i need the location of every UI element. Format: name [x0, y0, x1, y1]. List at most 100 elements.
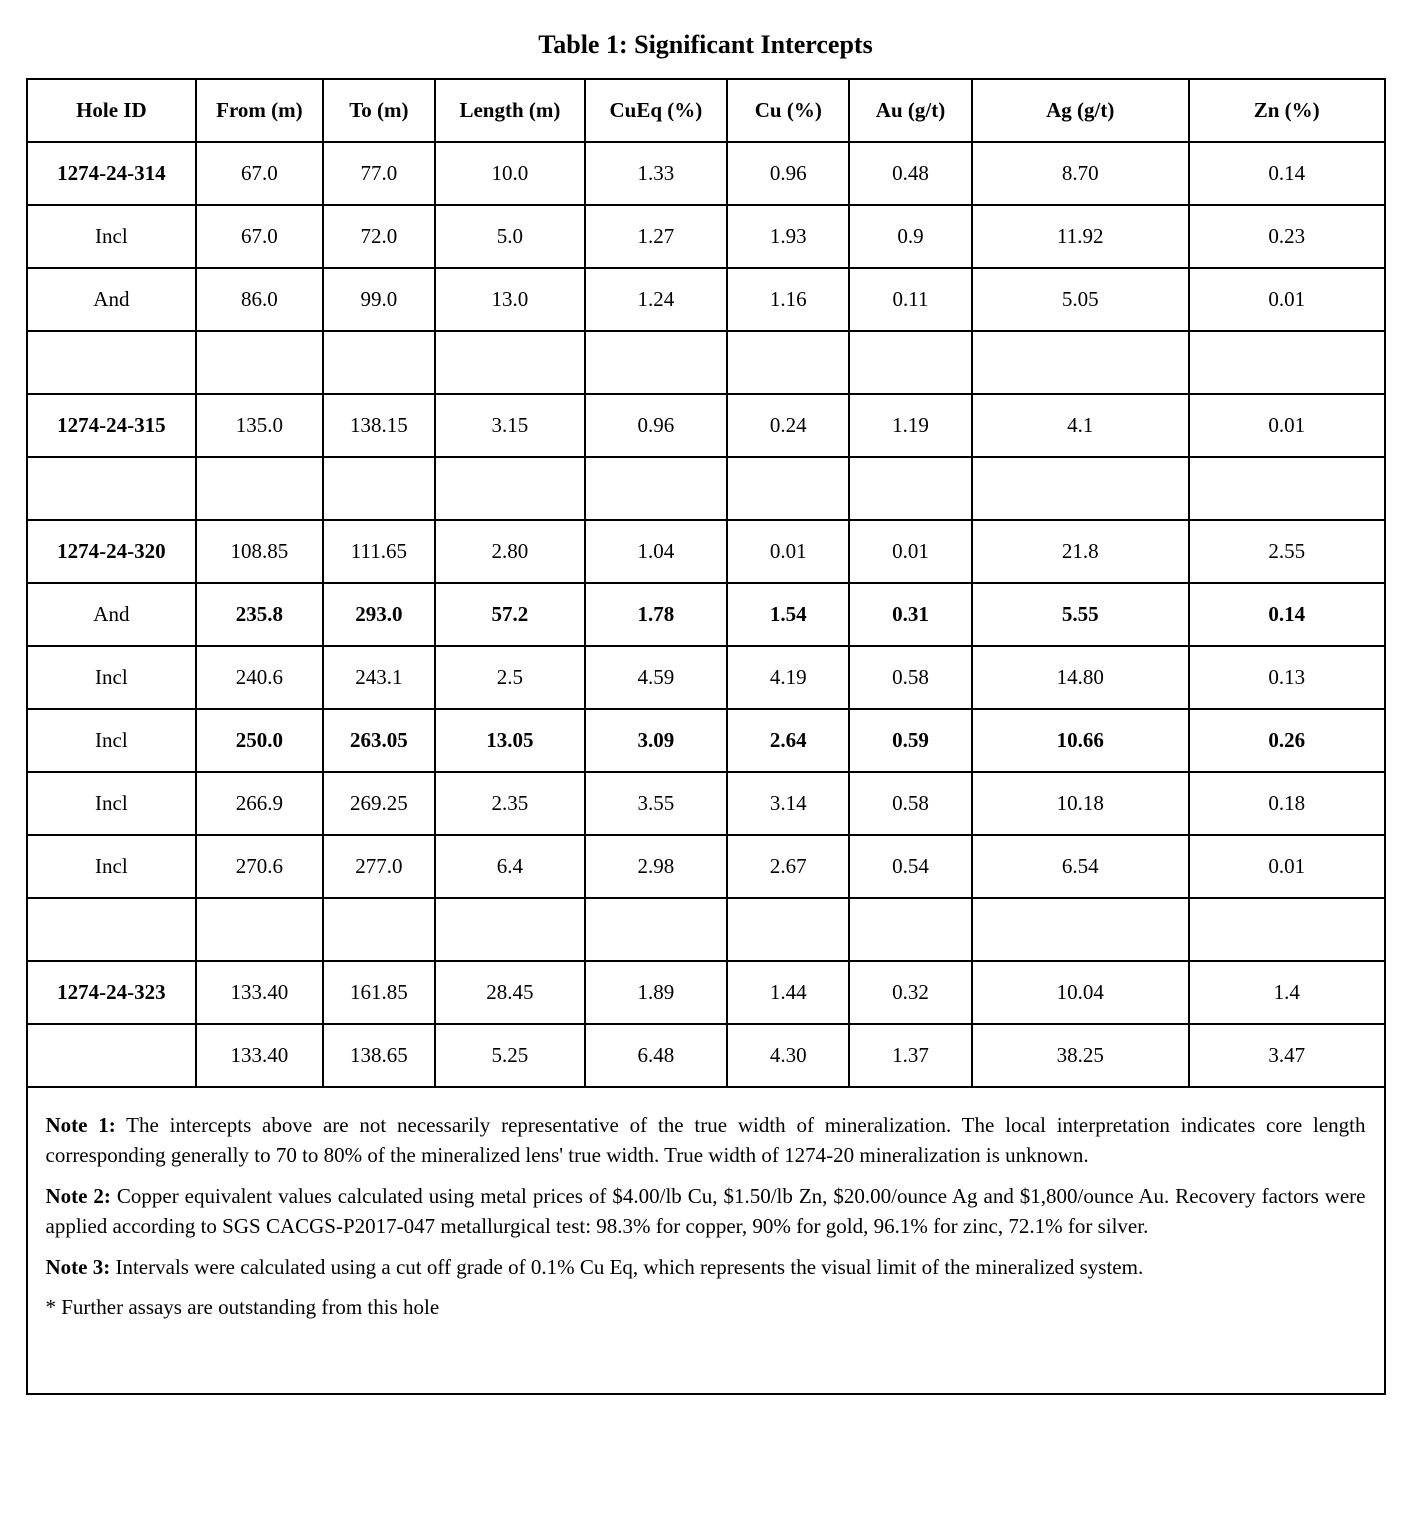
table-cell: Incl [27, 205, 197, 268]
table-cell [849, 898, 971, 961]
col-ag: Ag (g/t) [972, 79, 1189, 142]
table-cell: 0.01 [849, 520, 971, 583]
document-container: Table 1: Significant Intercepts Hole ID … [26, 30, 1386, 1395]
table-cell: 1.89 [585, 961, 728, 1024]
table-cell: 8.70 [972, 142, 1189, 205]
note-text: * Further assays are outstanding from th… [46, 1295, 440, 1319]
table-cell: 10.18 [972, 772, 1189, 835]
table-body: 1274-24-31467.077.010.01.330.960.488.700… [27, 142, 1385, 1087]
note-line: Note 3: Intervals were calculated using … [46, 1252, 1366, 1282]
note-text: Copper equivalent values calculated usin… [46, 1184, 1366, 1238]
table-cell: 1.93 [727, 205, 849, 268]
table-cell [196, 898, 322, 961]
table-cell [972, 898, 1189, 961]
table-cell: 0.32 [849, 961, 971, 1024]
table-row: 1274-24-315135.0138.153.150.960.241.194.… [27, 394, 1385, 457]
table-cell [1189, 898, 1385, 961]
table-row: And235.8293.057.21.781.540.315.550.14 [27, 583, 1385, 646]
table-cell: 293.0 [323, 583, 436, 646]
table-cell: 0.13 [1189, 646, 1385, 709]
table-cell: 2.55 [1189, 520, 1385, 583]
table-cell: 67.0 [196, 142, 322, 205]
table-cell [435, 898, 584, 961]
table-cell: 0.31 [849, 583, 971, 646]
table-cell: 1.27 [585, 205, 728, 268]
table-cell: 1.24 [585, 268, 728, 331]
note-line: Note 2: Copper equivalent values calcula… [46, 1181, 1366, 1242]
table-row: Incl250.0263.0513.053.092.640.5910.660.2… [27, 709, 1385, 772]
table-cell: 0.26 [1189, 709, 1385, 772]
table-cell: 0.96 [585, 394, 728, 457]
table-cell: 2.64 [727, 709, 849, 772]
table-cell: 277.0 [323, 835, 436, 898]
table-cell: 1.04 [585, 520, 728, 583]
table-row: Incl67.072.05.01.271.930.911.920.23 [27, 205, 1385, 268]
table-cell: 5.0 [435, 205, 584, 268]
table-cell [323, 457, 436, 520]
table-cell: 1.44 [727, 961, 849, 1024]
table-cell: 3.55 [585, 772, 728, 835]
table-cell: 3.47 [1189, 1024, 1385, 1087]
table-cell: 72.0 [323, 205, 436, 268]
table-cell [727, 331, 849, 394]
table-cell: 86.0 [196, 268, 322, 331]
table-row: 1274-24-323133.40161.8528.451.891.440.32… [27, 961, 1385, 1024]
table-cell: 4.59 [585, 646, 728, 709]
table-cell: 161.85 [323, 961, 436, 1024]
note-line: Note 1: The intercepts above are not nec… [46, 1110, 1366, 1171]
table-cell: 138.15 [323, 394, 436, 457]
table-row: And86.099.013.01.241.160.115.050.01 [27, 268, 1385, 331]
table-cell: 1.54 [727, 583, 849, 646]
table-cell: 1.37 [849, 1024, 971, 1087]
col-cu: Cu (%) [727, 79, 849, 142]
table-row: Incl240.6243.12.54.594.190.5814.800.13 [27, 646, 1385, 709]
table-row: Incl266.9269.252.353.553.140.5810.180.18 [27, 772, 1385, 835]
col-from: From (m) [196, 79, 322, 142]
table-cell: 1.33 [585, 142, 728, 205]
table-cell: 0.9 [849, 205, 971, 268]
table-cell [585, 331, 728, 394]
table-cell [323, 331, 436, 394]
table-cell: 1274-24-320 [27, 520, 197, 583]
note-text: Intervals were calculated using a cut of… [110, 1255, 1143, 1279]
table-cell: And [27, 583, 197, 646]
table-cell: 5.25 [435, 1024, 584, 1087]
table-cell: 235.8 [196, 583, 322, 646]
table-cell: 1.19 [849, 394, 971, 457]
table-cell: 0.23 [1189, 205, 1385, 268]
table-cell: Incl [27, 835, 197, 898]
table-cell: 14.80 [972, 646, 1189, 709]
table-cell: 13.0 [435, 268, 584, 331]
table-cell [1189, 331, 1385, 394]
table-cell: 0.58 [849, 772, 971, 835]
table-cell [849, 331, 971, 394]
intercepts-table: Hole ID From (m) To (m) Length (m) CuEq … [26, 78, 1386, 1395]
table-cell: 2.80 [435, 520, 584, 583]
table-cell: 57.2 [435, 583, 584, 646]
table-cell: 111.65 [323, 520, 436, 583]
table-cell: 269.25 [323, 772, 436, 835]
table-cell: 2.98 [585, 835, 728, 898]
table-cell: 21.8 [972, 520, 1189, 583]
table-cell: 77.0 [323, 142, 436, 205]
table-cell: 0.59 [849, 709, 971, 772]
table-cell: 1274-24-314 [27, 142, 197, 205]
table-cell: 0.18 [1189, 772, 1385, 835]
table-cell: 0.01 [1189, 835, 1385, 898]
table-cell: And [27, 268, 197, 331]
col-au: Au (g/t) [849, 79, 971, 142]
table-cell: 0.58 [849, 646, 971, 709]
table-cell [196, 457, 322, 520]
table-cell: 1.16 [727, 268, 849, 331]
table-cell [1189, 457, 1385, 520]
table-cell: 11.92 [972, 205, 1189, 268]
table-cell: 10.0 [435, 142, 584, 205]
col-length: Length (m) [435, 79, 584, 142]
note-line: * Further assays are outstanding from th… [46, 1292, 1366, 1322]
table-cell: 1274-24-315 [27, 394, 197, 457]
table-cell [27, 1024, 197, 1087]
table-cell: 240.6 [196, 646, 322, 709]
table-cell [727, 457, 849, 520]
table-cell: 6.54 [972, 835, 1189, 898]
table-cell: 2.67 [727, 835, 849, 898]
